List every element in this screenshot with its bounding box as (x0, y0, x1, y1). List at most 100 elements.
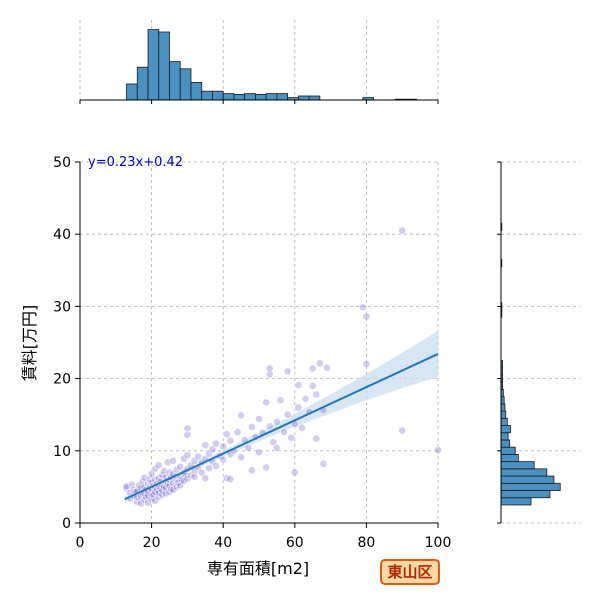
scatter-point (219, 455, 228, 464)
district-badge: 東山区 (380, 559, 440, 585)
scatter-point (272, 418, 281, 426)
x-tick-label: 40 (214, 535, 232, 551)
right-hist-bar (500, 425, 511, 434)
right-hist-bar (500, 403, 506, 412)
y-tick-labels: 0 10 20 30 40 50 (53, 155, 80, 532)
scatter-point (358, 303, 367, 312)
top-hist-bar (126, 83, 138, 101)
y-tick-label: 40 (53, 227, 71, 243)
top-hist-bar (222, 93, 235, 101)
scatter-point (362, 360, 371, 369)
scatter-point (276, 396, 285, 405)
regression-layer (124, 353, 439, 501)
top-hist-bar (244, 93, 256, 101)
scatter-point (323, 363, 331, 372)
x-axis-label: 専有面積[m2] (207, 559, 309, 578)
scatter-point (362, 312, 371, 321)
top-hist-bar (255, 94, 267, 101)
scatter-point (183, 424, 192, 433)
main-grid (79, 161, 439, 524)
scatter-point (319, 459, 328, 468)
scatter-point (237, 453, 245, 462)
scatter-point (312, 434, 321, 443)
scatter-point (265, 422, 274, 431)
scatter-point (219, 442, 228, 451)
scatter-point (315, 359, 324, 368)
x-tick-label: 100 (425, 535, 452, 551)
right-hist-bar (500, 446, 516, 455)
scatter-point (222, 430, 231, 439)
scatter-point (272, 444, 281, 452)
scatter-point (308, 364, 317, 373)
scatter-point (169, 457, 177, 465)
y-tick-label: 0 (62, 516, 71, 532)
scatter-point (398, 426, 407, 435)
right-hist-bar (500, 439, 511, 448)
y-tick-label: 30 (53, 299, 71, 315)
x-tick-labels: 0 20 40 60 80 100 (76, 523, 452, 551)
right-hist-bar (500, 482, 561, 491)
scatter-point (154, 461, 163, 470)
scatter-point (255, 448, 263, 457)
scatter-point (398, 226, 407, 235)
scatter-point (212, 439, 220, 448)
right-hist-bar (500, 454, 519, 463)
top-hist-bar (136, 66, 149, 101)
scatter-point (308, 381, 317, 390)
scatter-point (287, 433, 296, 442)
scatter-point (283, 410, 292, 419)
scatter-point (194, 452, 203, 461)
scatter-point (269, 438, 278, 447)
right-hist-bar (500, 461, 535, 470)
main-axes (79, 162, 438, 524)
top-hist-bar (147, 29, 160, 101)
scatter-point (183, 451, 192, 460)
scatter-point (201, 441, 210, 449)
top-hist-bar (158, 31, 170, 101)
x-tick-label: 0 (76, 535, 85, 551)
scatter-point (204, 464, 213, 473)
scatter-point (226, 475, 235, 483)
scatter-point (255, 415, 263, 423)
top-hist-bar (233, 94, 246, 101)
top-hist-bar (212, 90, 224, 101)
scatter-point (176, 462, 185, 471)
top-hist-bar (308, 95, 321, 101)
x-tick-label: 80 (357, 535, 375, 551)
right-hist-bar (500, 475, 555, 484)
regression-equation: y=0.23x+0.42 (88, 155, 183, 170)
top-hist-bar (201, 90, 213, 101)
regression-line (124, 353, 439, 501)
scatter-point (294, 381, 303, 389)
scatter-point (298, 423, 306, 432)
right-hist-bar (500, 410, 507, 419)
scatter-point (312, 390, 321, 399)
scatter-point (226, 436, 235, 445)
scatter-point (290, 468, 299, 477)
right-hist-bar (500, 468, 548, 477)
top-hist-bar (297, 95, 310, 101)
scatter-point (265, 364, 274, 373)
top-hist-bar (169, 61, 181, 101)
scatter-point (183, 431, 192, 439)
top-hist-bar (265, 93, 278, 101)
top-hist-bar (190, 82, 203, 101)
right-hist-bar (500, 432, 509, 441)
y-tick-label: 50 (53, 155, 71, 171)
scatter-point (233, 428, 242, 436)
top-hist-bar (276, 93, 289, 101)
scatter-point (197, 468, 206, 477)
y-tick-label: 10 (53, 444, 71, 460)
scatter-point (280, 428, 288, 436)
y-axis-label: 賃料[万円] (20, 305, 39, 382)
scatter-point (262, 463, 271, 472)
right-hist-bar (500, 497, 532, 506)
scatter-point (212, 462, 220, 470)
scatter-points (122, 226, 442, 508)
right-hist-bar (500, 490, 551, 499)
scatter-point (208, 445, 217, 454)
scatter-point (201, 474, 210, 483)
scatter-point (247, 466, 256, 475)
scatter-point (190, 472, 199, 481)
right-hist-bar (500, 417, 508, 426)
